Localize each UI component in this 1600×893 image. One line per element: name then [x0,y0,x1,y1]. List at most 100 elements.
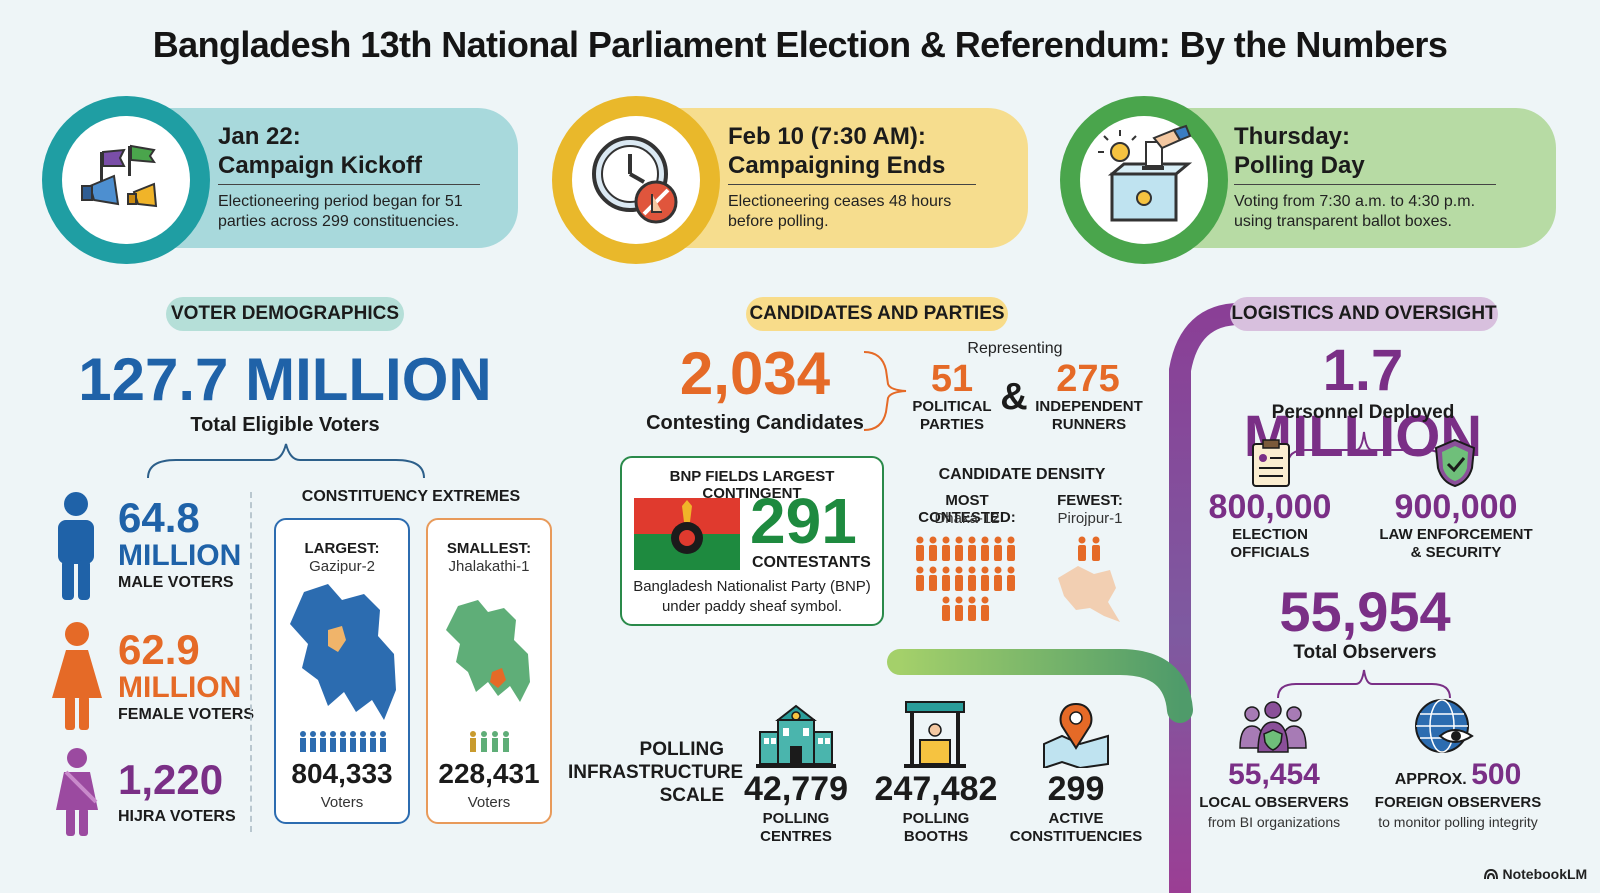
total-candidates-value: 2,034 [679,340,831,407]
parties-label-line1: POLITICAL [912,398,992,415]
timeline-3-desc-line2: using transparent ballot boxes. [1234,213,1452,230]
polling-centres-label-line2: CENTRES [760,828,832,845]
smallest-voters-unit: Voters [467,794,511,811]
male-voters-unit: MILLION [118,539,242,572]
active-constituencies-label-line2: CONSTITUENCIES [1009,828,1143,845]
timeline-2-date: Feb 10 (7:30 AM): [728,123,926,150]
representing-label: Representing [967,340,1063,357]
foreign-observers-prefix: APPROX. [1394,771,1467,788]
infra-label-line1: POLLING [639,739,724,760]
election-officials-value: 800,000 [1208,488,1332,526]
personnel-brace [1287,431,1445,465]
demographics-divider [250,492,252,832]
smallest-name: Jhalakathi-1 [448,558,530,575]
observers-brace [1277,669,1451,699]
infra-label-line2: INFRASTRUCTURE [568,762,744,783]
law-enforcement-value: 900,000 [1394,488,1518,526]
law-enforcement-label-line2: & SECURITY [1410,544,1502,561]
foreign-observers-desc: to monitor polling integrity [1378,814,1538,830]
bnp-desc-line2: under paddy sheaf symbol. [661,598,843,615]
active-constituencies-label-line1: ACTIVE [1048,810,1104,827]
watermark-text: NotebookLM [1502,866,1588,882]
bnp-value: 291 [750,485,857,557]
foreign-observers-value: 500 [1471,758,1522,791]
shield-check-icon [1434,438,1476,488]
polling-centres-value: 42,779 [744,770,848,808]
most-contested-people-icon [916,536,1015,621]
total-voters-label: Total Eligible Voters [190,414,380,436]
female-voters-unit: MILLION [118,671,242,704]
total-observers-label: Total Observers [1293,642,1437,663]
local-observers-icon [1239,701,1307,753]
largest-voters-unit: Voters [320,794,364,811]
fewest-name: Pirojpur-1 [1057,510,1123,527]
timeline-2-divider [728,184,976,185]
timeline-2-title: Campaigning Ends [728,152,946,179]
section-logistics-oversight: LOGISTICS AND OVERSIGHT [1230,297,1498,331]
timeline-3-title: Polling Day [1234,152,1365,179]
smallest-voters-count: 228,431 [438,758,540,789]
constituency-extremes-title: CONSTITUENCY EXTREMES [301,488,521,505]
timeline-1-desc-line1: Electioneering period began for 51 [218,193,463,210]
ballot-box-icon [1080,116,1208,244]
polling-booths-value: 247,482 [874,770,998,808]
density-title: CANDIDATE DENSITY [938,466,1106,483]
election-officials-label-line2: OFFICIALS [1230,544,1310,561]
section-connector-curve [887,303,1241,893]
timeline-1-date: Jan 22: [218,123,301,150]
timeline-ring-3 [1060,96,1228,264]
female-voters-label: FEMALE VOTERS [118,706,255,723]
largest-name: Gazipur-2 [309,558,375,575]
hijra-voters-label: HIJRA VOTERS [118,808,236,825]
megaphone-flags-icon [62,116,190,244]
female-voter-icon [52,622,102,730]
bnp-unit: CONTESTANTS [752,554,871,571]
fewest-label: FEWEST: [1057,492,1123,509]
hijra-voter-icon [56,748,98,836]
total-voters-brace [147,443,425,479]
page-title: Bangladesh 13th National Parliament Elec… [152,24,1448,65]
polling-booth-icon [904,701,966,768]
bnp-card: BNP FIELDS LARGEST CONTINGENT 291 CONTES… [620,456,884,626]
timeline-2-desc-line2: before polling. [728,213,829,230]
bangladesh-map-largest [290,584,396,720]
independent-label-line2: RUNNERS [1051,416,1127,433]
bnp-flag-icon [634,498,740,570]
active-constituencies-value: 299 [1047,770,1105,808]
bnp-desc-line1: Bangladesh Nationalist Party (BNP) [633,578,871,595]
timeline-3-divider [1234,184,1496,185]
total-candidates-label: Contesting Candidates [646,412,864,434]
local-observers-value: 55,454 [1228,758,1320,791]
largest-voters-count: 804,333 [291,758,393,789]
candidates-brace [863,351,907,431]
smallest-constituency-card: SMALLEST: Jhalakathi-1 228,431 Voters [426,518,552,824]
most-contested-name: Dhaka-12 [934,510,1000,527]
section-voter-demographics: VOTER DEMOGRAPHICS [166,297,404,331]
largest-constituency-card: LARGEST: Gazipur-2 804,333 Voters [274,518,410,824]
female-voters-value: 62.9 [118,626,200,673]
most-contested-label: MOST CONTESTED: [918,492,1016,526]
male-voters-label: MALE VOTERS [118,574,234,591]
male-voter-icon [58,492,94,600]
local-observers-desc: from BI organizations [1207,814,1341,830]
ampersand: & [1000,376,1028,418]
independent-value: 275 [1056,358,1120,400]
local-observers-label: LOCAL OBSERVERS [1199,794,1349,811]
fewest-contested-map-icon [1058,536,1120,622]
foreign-observers-value-row: APPROX. 500 [1388,758,1528,792]
section-candidates-parties: CANDIDATES AND PARTIES [746,297,1008,331]
total-observers-value: 55,954 [1279,580,1451,643]
timeline-3-date: Thursday: [1234,123,1351,150]
largest-label: LARGEST: [304,540,380,557]
smallest-label: SMALLEST: [446,540,532,557]
male-voters-value: 64.8 [118,494,200,541]
timeline-ring-2 [552,96,720,264]
largest-voters-people-icon [298,730,390,754]
infra-label-line3: SCALE [659,785,724,806]
smallest-voters-people-icon [468,730,512,754]
timeline-1-title: Campaign Kickoff [218,152,423,179]
watermark: NotebookLM [1484,866,1587,884]
timeline-3-desc-line1: Voting from 7:30 a.m. to 4:30 p.m. [1234,193,1476,210]
bnp-title: BNP FIELDS LARGEST CONTINGENT [669,468,835,502]
timeline-1-desc-line2: parties across 299 constituencies. [218,213,460,230]
